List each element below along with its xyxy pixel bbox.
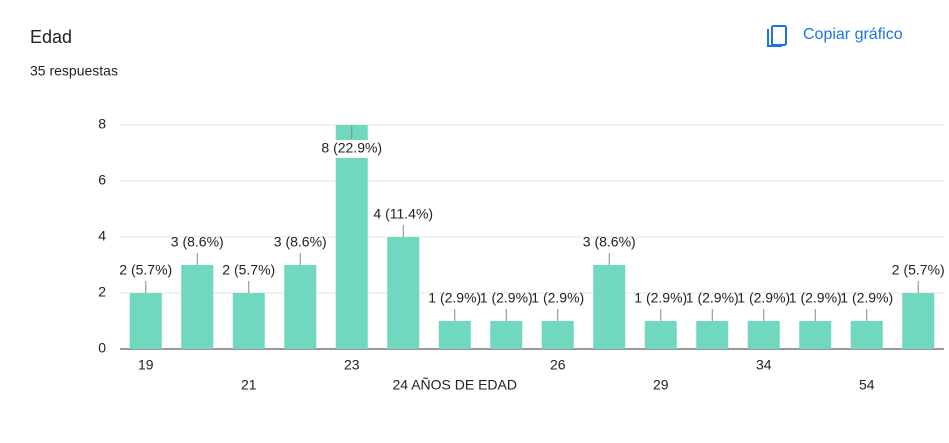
bar <box>541 321 574 349</box>
value-label: 3 (8.6%) <box>171 234 224 250</box>
bar <box>490 321 523 349</box>
value-label: 2 (5.7%) <box>222 262 275 278</box>
bar <box>902 293 935 349</box>
value-label: 1 (2.9%) <box>686 290 739 306</box>
value-label: 1 (2.9%) <box>531 290 584 306</box>
x-tick-label: 23 <box>344 357 360 373</box>
x-tick-label: 26 <box>550 357 566 373</box>
value-label: 1 (2.9%) <box>789 290 842 306</box>
x-tick-label: 21 <box>241 377 257 393</box>
bar <box>644 321 677 349</box>
value-label: 2 (5.7%) <box>119 262 172 278</box>
x-tick-label: 54 <box>859 377 875 393</box>
x-tick-label: 24 AÑOS DE EDAD <box>393 377 518 393</box>
x-tick-label: 19 <box>138 357 154 373</box>
bar <box>696 321 729 349</box>
value-label: 3 (8.6%) <box>583 234 636 250</box>
copy-button-label[interactable]: Copiar gráfico <box>803 26 903 43</box>
y-tick-label: 6 <box>98 172 106 188</box>
bar <box>593 265 626 349</box>
y-tick-label: 2 <box>98 284 106 300</box>
value-label: 3 (8.6%) <box>274 234 327 250</box>
bar <box>129 293 162 349</box>
copy-button-bg[interactable] <box>760 18 940 52</box>
bar <box>799 321 832 349</box>
bar <box>335 125 368 349</box>
value-label: 1 (2.9%) <box>840 290 893 306</box>
y-tick-label: 8 <box>98 116 106 132</box>
x-tick-label: 29 <box>653 377 669 393</box>
value-label: 8 (22.9%) <box>321 140 382 156</box>
value-label: 1 (2.9%) <box>428 290 481 306</box>
copy-icon <box>767 29 782 47</box>
bar <box>387 237 420 349</box>
value-label: 1 (2.9%) <box>480 290 533 306</box>
bar <box>181 265 214 349</box>
bar <box>747 321 780 349</box>
value-label: 1 (2.9%) <box>634 290 687 306</box>
label-bg <box>317 140 386 158</box>
y-tick-label: 4 <box>98 228 106 244</box>
bar <box>232 293 265 349</box>
value-label: 4 (11.4%) <box>373 206 433 222</box>
x-tick-label: 34 <box>756 357 772 373</box>
chart-subtitle: 35 respuestas <box>30 63 118 79</box>
bar <box>850 321 883 349</box>
bar <box>438 321 471 349</box>
chart-title: Edad <box>30 27 72 47</box>
copy-button[interactable]: Copiar gráfico <box>760 18 940 52</box>
bar <box>284 265 317 349</box>
value-label: 2 (5.7%) <box>892 262 945 278</box>
value-label: 1 (2.9%) <box>737 290 790 306</box>
y-tick-label: 0 <box>98 340 106 356</box>
